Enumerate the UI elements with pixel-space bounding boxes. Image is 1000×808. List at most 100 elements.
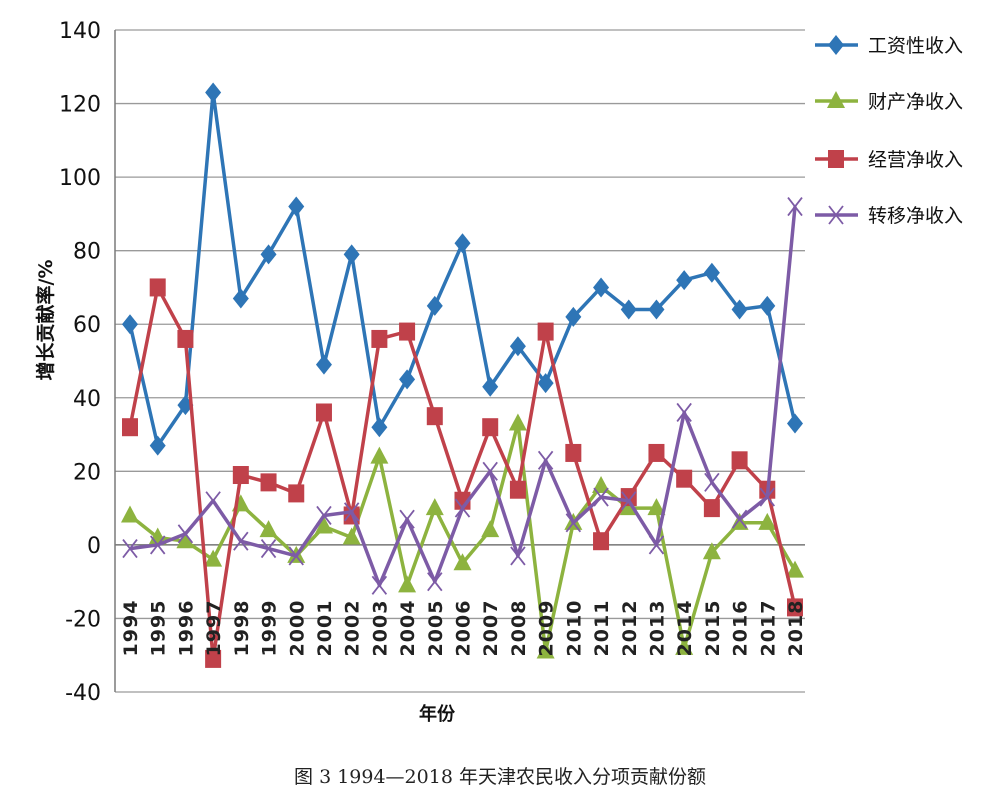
x-axis-label: 年份 [419, 703, 456, 725]
x-marker-stroke [371, 575, 388, 595]
x-marker-stroke [787, 196, 803, 217]
data-point [676, 469, 693, 488]
data-point [731, 509, 748, 529]
y-tick-label: 80 [73, 240, 101, 265]
data-point [702, 542, 721, 560]
data-point [787, 598, 803, 617]
data-point [426, 295, 443, 316]
data-point [425, 498, 444, 516]
data-point [593, 487, 609, 507]
legend-label: 财产净收入 [868, 91, 963, 113]
data-point [508, 413, 527, 431]
data-point [786, 560, 804, 578]
data-point [620, 299, 637, 320]
y-tick-label: 100 [59, 166, 101, 191]
line-chart: -40 -20 0 20 40 60 80 100 120 140 1994 1995 1996 199… [34, 19, 963, 725]
data-point [787, 413, 803, 434]
data-point [536, 641, 555, 659]
y-tick-label: 60 [73, 313, 101, 338]
x-tick-label: 1999 [259, 600, 281, 657]
x-marker-stroke [260, 539, 277, 559]
data-point [565, 306, 582, 327]
data-point [481, 520, 500, 538]
x-marker-stroke [565, 513, 582, 533]
data-point [454, 233, 471, 254]
data-point [122, 314, 138, 335]
data-point [537, 322, 554, 341]
x-marker-stroke [537, 450, 554, 470]
data-point [177, 524, 194, 544]
data-point [259, 520, 278, 538]
data-point [233, 531, 249, 551]
x-tick-label: 2005 [425, 600, 447, 657]
x-marker-stroke [149, 535, 166, 555]
x-tick-label: 2007 [480, 600, 502, 657]
data-point [482, 376, 499, 397]
legend-marker [828, 205, 844, 225]
legend-item: 转移净收入 [815, 205, 963, 227]
data-point [593, 532, 610, 551]
figure-caption: 图 3 1994—2018 年天津农民收入分项贡献份额 [294, 766, 706, 788]
data-point [149, 535, 166, 555]
data-point [399, 322, 416, 341]
data-point [509, 336, 526, 357]
x-tick-label: 2006 [453, 600, 475, 657]
y-tick-label: -20 [65, 607, 101, 632]
data-point [703, 499, 720, 518]
data-point [565, 443, 582, 462]
data-point [122, 539, 138, 559]
data-point [621, 491, 637, 511]
series-1 [122, 82, 803, 456]
data-point [343, 502, 360, 522]
data-point [427, 572, 443, 592]
data-point [676, 270, 693, 291]
data-point [759, 295, 776, 316]
data-point [204, 549, 223, 567]
data-point [371, 329, 388, 348]
data-point [647, 498, 666, 516]
x-marker-stroke [704, 472, 720, 492]
series-3 [122, 278, 803, 668]
x-marker-stroke [177, 524, 194, 544]
data-point [399, 509, 415, 529]
data-point [648, 443, 665, 462]
x-marker-stroke [343, 502, 360, 522]
data-point [537, 373, 554, 394]
data-point [232, 288, 249, 309]
legend-item: 经营净收入 [815, 149, 963, 171]
data-point [482, 461, 498, 481]
data-point [260, 539, 277, 559]
data-point [205, 491, 221, 511]
x-tick-label: 2012 [619, 600, 641, 657]
data-point [592, 476, 611, 494]
x-tick-label: 2016 [730, 600, 752, 657]
x-marker-stroke [828, 205, 844, 225]
data-point [315, 403, 332, 422]
series-line [128, 90, 797, 448]
x-tick-label: 1996 [175, 600, 197, 657]
data-point [342, 527, 361, 545]
data-point [177, 329, 194, 348]
y-tick-label: 0 [87, 534, 101, 559]
legend-label: 工资性收入 [868, 35, 963, 57]
x-marker-stroke [205, 491, 221, 511]
legend-item: 财产净收入 [815, 91, 963, 113]
x-marker-stroke [759, 487, 776, 507]
data-point [232, 466, 249, 485]
data-point [758, 512, 777, 530]
data-point [565, 513, 582, 533]
legend-label: 经营净收入 [868, 149, 963, 171]
data-point [176, 531, 195, 549]
data-point [314, 516, 333, 534]
x-tick-label: 2003 [369, 600, 391, 657]
data-point [122, 418, 138, 437]
x-marker-stroke [510, 546, 526, 566]
y-tick-label: 20 [73, 460, 101, 485]
data-point [453, 553, 472, 571]
x-tick-label: 2009 [536, 600, 558, 657]
x-marker-stroke [399, 509, 415, 529]
data-point [703, 262, 720, 283]
data-point [648, 535, 665, 555]
data-point [510, 546, 526, 566]
legend-marker [828, 35, 844, 55]
